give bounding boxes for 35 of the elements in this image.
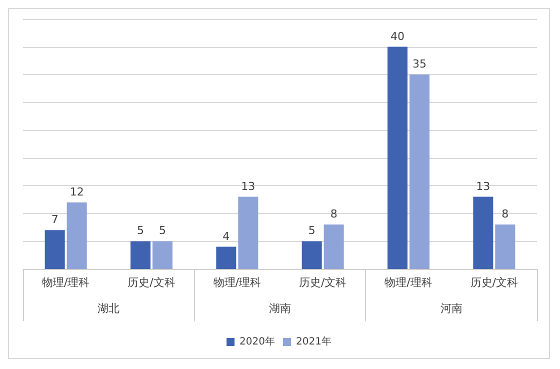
data-label: 5 xyxy=(137,224,144,238)
data-label: 7 xyxy=(51,213,58,226)
data-label: 40 xyxy=(390,30,404,43)
data-label: 5 xyxy=(308,224,316,238)
bar xyxy=(388,46,408,269)
text: 湖南 xyxy=(269,302,291,315)
x-tick-label: 物理/理科 xyxy=(42,276,90,289)
data-label: 5 xyxy=(159,224,166,238)
legend-label: 2020年 xyxy=(240,336,276,348)
bar xyxy=(130,241,150,269)
text: 河南 xyxy=(440,302,462,315)
bar xyxy=(495,224,516,269)
bar xyxy=(238,196,258,269)
bar xyxy=(66,202,87,269)
bar xyxy=(302,241,322,269)
x-tick-label: 历史/文科 xyxy=(298,276,347,289)
bar xyxy=(473,196,494,269)
x-tick-label: 历史/文科 xyxy=(470,276,518,289)
bar xyxy=(152,241,172,269)
x-tick-label: 历史/文科 xyxy=(128,276,176,289)
data-label: 13 xyxy=(241,180,256,193)
x-tick-label: 物理/理科 xyxy=(213,276,262,289)
data-label: 13 xyxy=(476,180,490,193)
bar xyxy=(324,224,344,269)
data-label: 12 xyxy=(70,185,84,198)
x-tick-label: 物理/理科 xyxy=(384,276,432,289)
bar xyxy=(410,74,430,269)
bar xyxy=(216,246,236,269)
text: 湖北 xyxy=(98,302,120,315)
data-label: 4 xyxy=(222,230,230,243)
data-label: 8 xyxy=(330,208,338,221)
legend-label: 2021年 xyxy=(296,336,332,348)
data-label: 8 xyxy=(502,208,509,221)
data-label: 35 xyxy=(412,58,426,71)
bar xyxy=(44,230,65,269)
